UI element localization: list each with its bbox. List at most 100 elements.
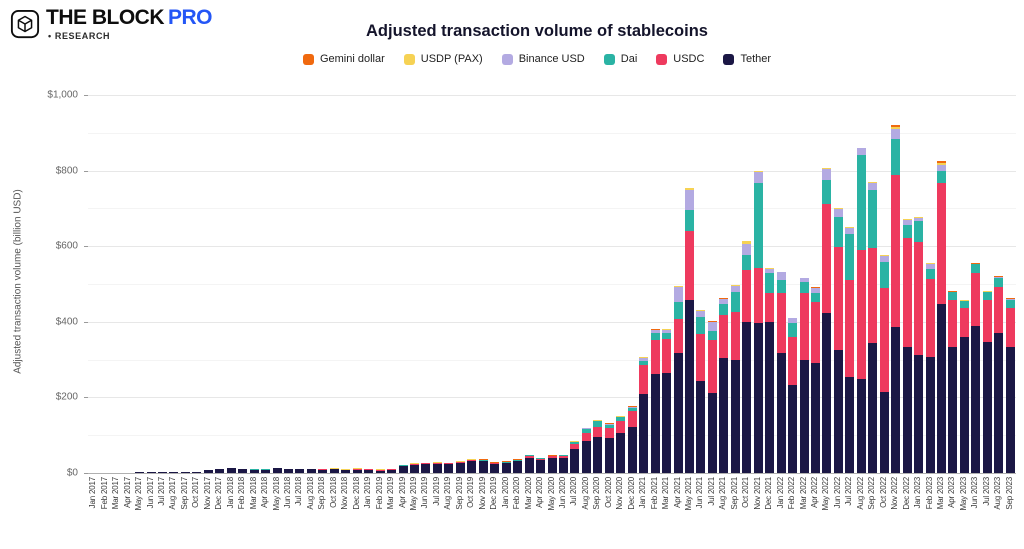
bar-stack[interactable] — [639, 356, 649, 473]
bar-stack[interactable] — [169, 472, 179, 473]
bar-stack[interactable] — [593, 419, 603, 473]
bar-stack[interactable] — [684, 187, 694, 473]
bar-segment-tether — [157, 472, 167, 473]
bar-stack[interactable] — [238, 468, 248, 473]
bar-stack[interactable] — [341, 469, 351, 473]
bar-stack[interactable] — [478, 459, 488, 473]
bar-stack[interactable] — [467, 459, 477, 473]
legend-item-tether[interactable]: Tether — [723, 53, 771, 65]
bar-stack[interactable] — [318, 468, 328, 473]
bar-stack[interactable] — [501, 461, 511, 473]
bar-stack[interactable] — [513, 459, 523, 473]
x-tick-label: Oct 2021 — [741, 477, 751, 508]
bar-stack[interactable] — [558, 454, 568, 473]
x-tick-label: Nov 2017 — [202, 477, 212, 510]
bar-stack[interactable] — [868, 181, 878, 473]
legend-item-usdc[interactable]: USDC — [656, 53, 704, 65]
bar-stack[interactable] — [925, 262, 935, 473]
bar-segment-usdc — [432, 462, 442, 464]
bar-stack[interactable] — [352, 468, 362, 473]
bar-segment-usdc — [959, 308, 969, 337]
bar-stack[interactable] — [261, 469, 271, 473]
bar-segment-tether — [455, 462, 465, 473]
bar-stack[interactable] — [822, 167, 832, 473]
bar-stack[interactable] — [490, 462, 500, 473]
bar-stack[interactable] — [249, 469, 259, 473]
bar-segment-tether — [902, 346, 912, 473]
legend-item-usdp-pax-[interactable]: USDP (PAX) — [403, 53, 483, 65]
bar-segment-tether — [879, 391, 889, 473]
bar-segment-tether — [765, 321, 775, 473]
bar-stack[interactable] — [788, 317, 798, 473]
bar-stack[interactable] — [833, 208, 843, 473]
bar-stack[interactable] — [157, 472, 167, 473]
bar-stack[interactable] — [948, 291, 958, 473]
bar-stack[interactable] — [776, 271, 786, 473]
bar-stack[interactable] — [879, 254, 889, 473]
bar-stack[interactable] — [524, 454, 534, 473]
bar-stack[interactable] — [799, 277, 809, 473]
bar-stack[interactable] — [570, 440, 580, 473]
bar-stack[interactable] — [283, 468, 293, 473]
bar-stack[interactable] — [432, 462, 442, 473]
bar-stack[interactable] — [616, 415, 626, 473]
bar-stack[interactable] — [421, 462, 431, 473]
bar-stack[interactable] — [902, 218, 912, 473]
legend-item-binance-usd[interactable]: Binance USD — [501, 53, 585, 65]
bar-stack[interactable] — [180, 471, 190, 473]
bar-stack[interactable] — [730, 284, 740, 473]
bar-stack[interactable] — [135, 472, 145, 473]
bar-segment-tether — [410, 464, 420, 473]
bar-stack[interactable] — [455, 460, 465, 473]
bar-stack[interactable] — [398, 464, 408, 473]
bar-stack[interactable] — [375, 469, 385, 473]
bar-stack[interactable] — [696, 309, 706, 473]
bar-stack[interactable] — [845, 226, 855, 473]
bar-stack[interactable] — [994, 276, 1004, 473]
x-tick-label: Jul 2017 — [156, 477, 166, 506]
bar-stack[interactable] — [662, 328, 672, 473]
bar-stack[interactable] — [203, 470, 213, 473]
bar-stack[interactable] — [650, 329, 660, 473]
bar-stack[interactable] — [673, 285, 683, 473]
bar-segment-tether — [868, 342, 878, 473]
bar-stack[interactable] — [742, 240, 752, 473]
bar-stack[interactable] — [627, 406, 637, 473]
bar-stack[interactable] — [959, 299, 969, 473]
bar-stack[interactable] — [971, 263, 981, 473]
bar-stack[interactable] — [581, 427, 591, 473]
bar-stack[interactable] — [536, 457, 546, 473]
bar-stack[interactable] — [146, 472, 156, 473]
bar-stack[interactable] — [719, 298, 729, 473]
bar-stack[interactable] — [295, 468, 305, 473]
bar-stack[interactable] — [215, 468, 225, 473]
bar-stack[interactable] — [1005, 298, 1015, 473]
bar-stack[interactable] — [914, 216, 924, 473]
bar-stack[interactable] — [753, 170, 763, 473]
bar-stack[interactable] — [891, 125, 901, 473]
bar-stack[interactable] — [387, 468, 397, 473]
bar-stack[interactable] — [707, 321, 717, 473]
bar-stack[interactable] — [937, 161, 947, 473]
bar-stack[interactable] — [765, 267, 775, 473]
bar-stack[interactable] — [547, 455, 557, 473]
brand-research-label: • RESEARCH — [48, 31, 111, 41]
bar-stack[interactable] — [226, 467, 236, 473]
bar-segment-tether — [1005, 346, 1015, 473]
bar-stack[interactable] — [410, 463, 420, 473]
bar-stack[interactable] — [272, 467, 282, 473]
bar-stack[interactable] — [306, 468, 316, 473]
x-tick-label: Dec 2017 — [214, 477, 224, 510]
bar-stack[interactable] — [982, 290, 992, 473]
bar-stack[interactable] — [604, 423, 614, 473]
bar-stack[interactable] — [811, 287, 820, 473]
bar-stack[interactable] — [329, 468, 339, 473]
legend-item-dai[interactable]: Dai — [603, 53, 637, 65]
bar-stack[interactable] — [856, 147, 866, 473]
bar-stack[interactable] — [444, 462, 454, 473]
bar-segment-tether — [833, 350, 843, 473]
x-tick-label: Jul 2023 — [981, 477, 991, 506]
bar-stack[interactable] — [364, 468, 374, 473]
bar-stack[interactable] — [192, 471, 202, 473]
legend-item-gemini-dollar[interactable]: Gemini dollar — [302, 53, 385, 65]
